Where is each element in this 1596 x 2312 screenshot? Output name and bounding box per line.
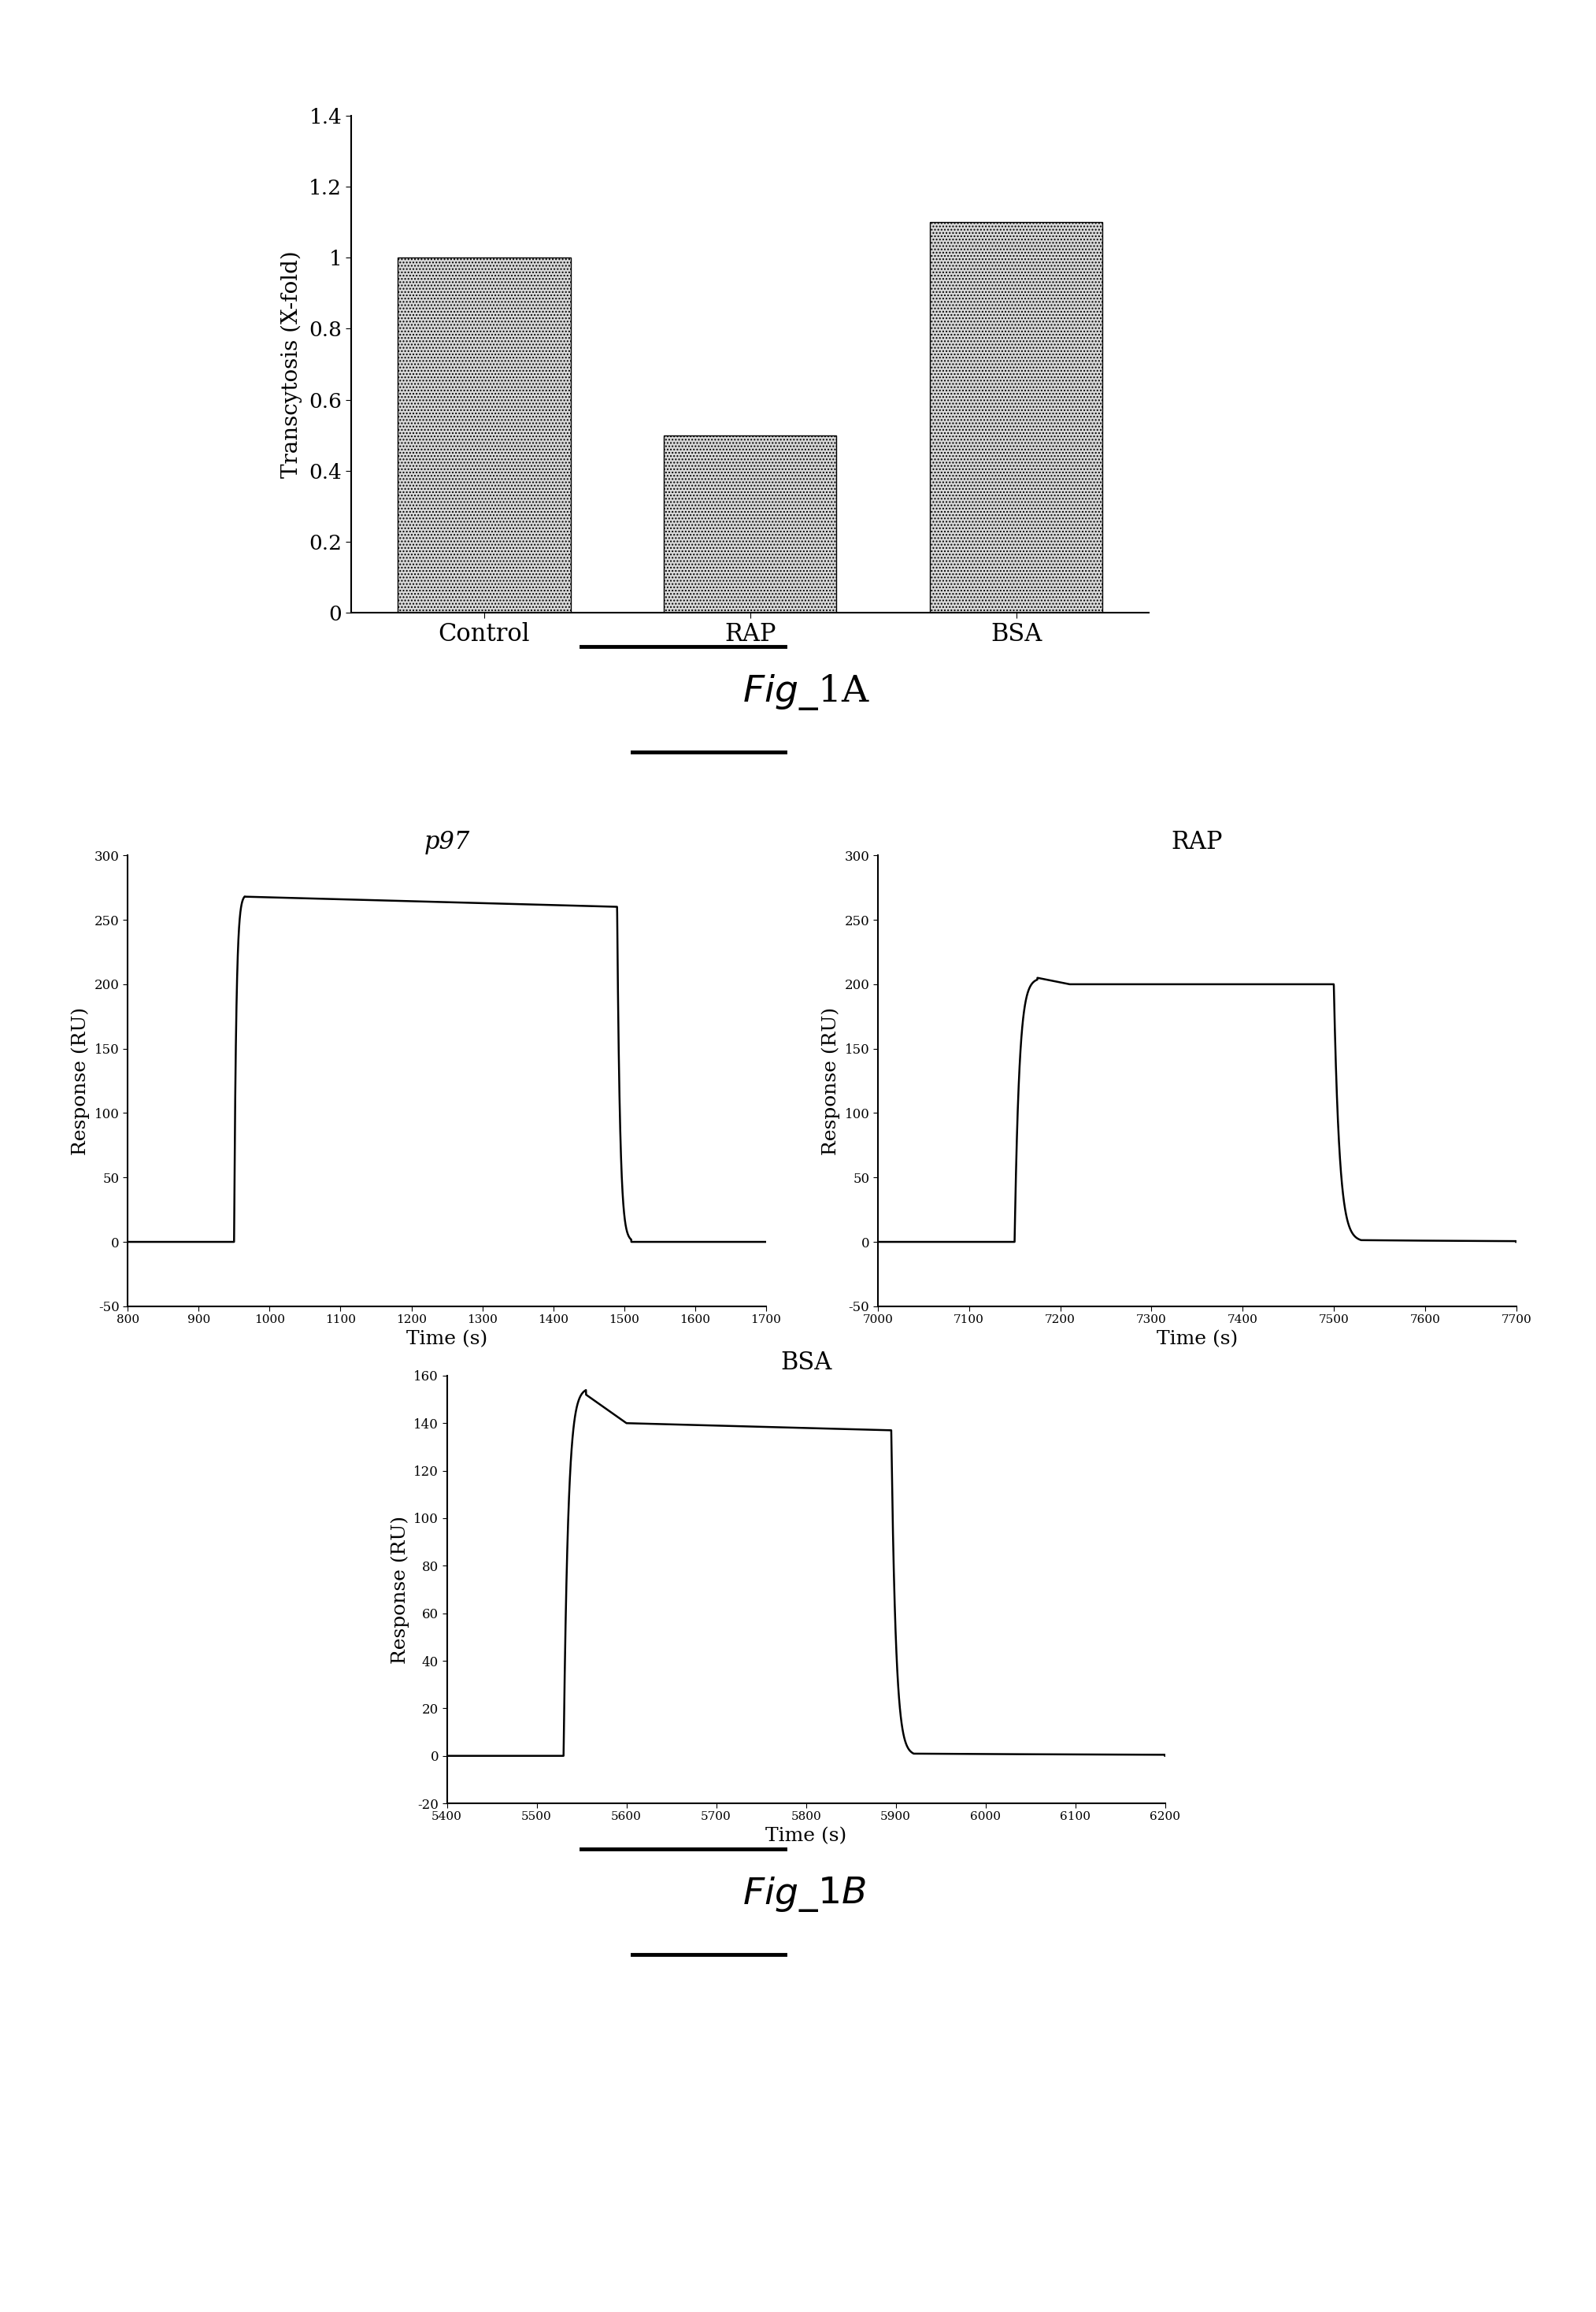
Title: RAP: RAP <box>1171 830 1223 855</box>
X-axis label: Time (s): Time (s) <box>1157 1329 1237 1348</box>
X-axis label: Time (s): Time (s) <box>766 1826 846 1845</box>
Y-axis label: Response (RU): Response (RU) <box>72 1006 89 1156</box>
Text: $\it{\_}$1A: $\it{\_}$1A <box>798 673 870 712</box>
Text: $\it{\_}$$\it{1B}$: $\it{\_}$$\it{1B}$ <box>798 1875 865 1914</box>
Title: p97: p97 <box>425 830 469 855</box>
Bar <box>397 257 571 613</box>
Title: BSA: BSA <box>780 1350 832 1376</box>
Y-axis label: Response (RU): Response (RU) <box>391 1514 409 1665</box>
Text: $\it{Fig}$: $\it{Fig}$ <box>742 1875 798 1914</box>
Y-axis label: Transcytosis (X-fold): Transcytosis (X-fold) <box>281 250 302 479</box>
Y-axis label: Response (RU): Response (RU) <box>822 1006 839 1156</box>
Bar <box>664 435 836 613</box>
Bar <box>929 222 1103 613</box>
Text: $\it{Fig}$: $\it{Fig}$ <box>742 673 798 712</box>
X-axis label: Time (s): Time (s) <box>407 1329 487 1348</box>
